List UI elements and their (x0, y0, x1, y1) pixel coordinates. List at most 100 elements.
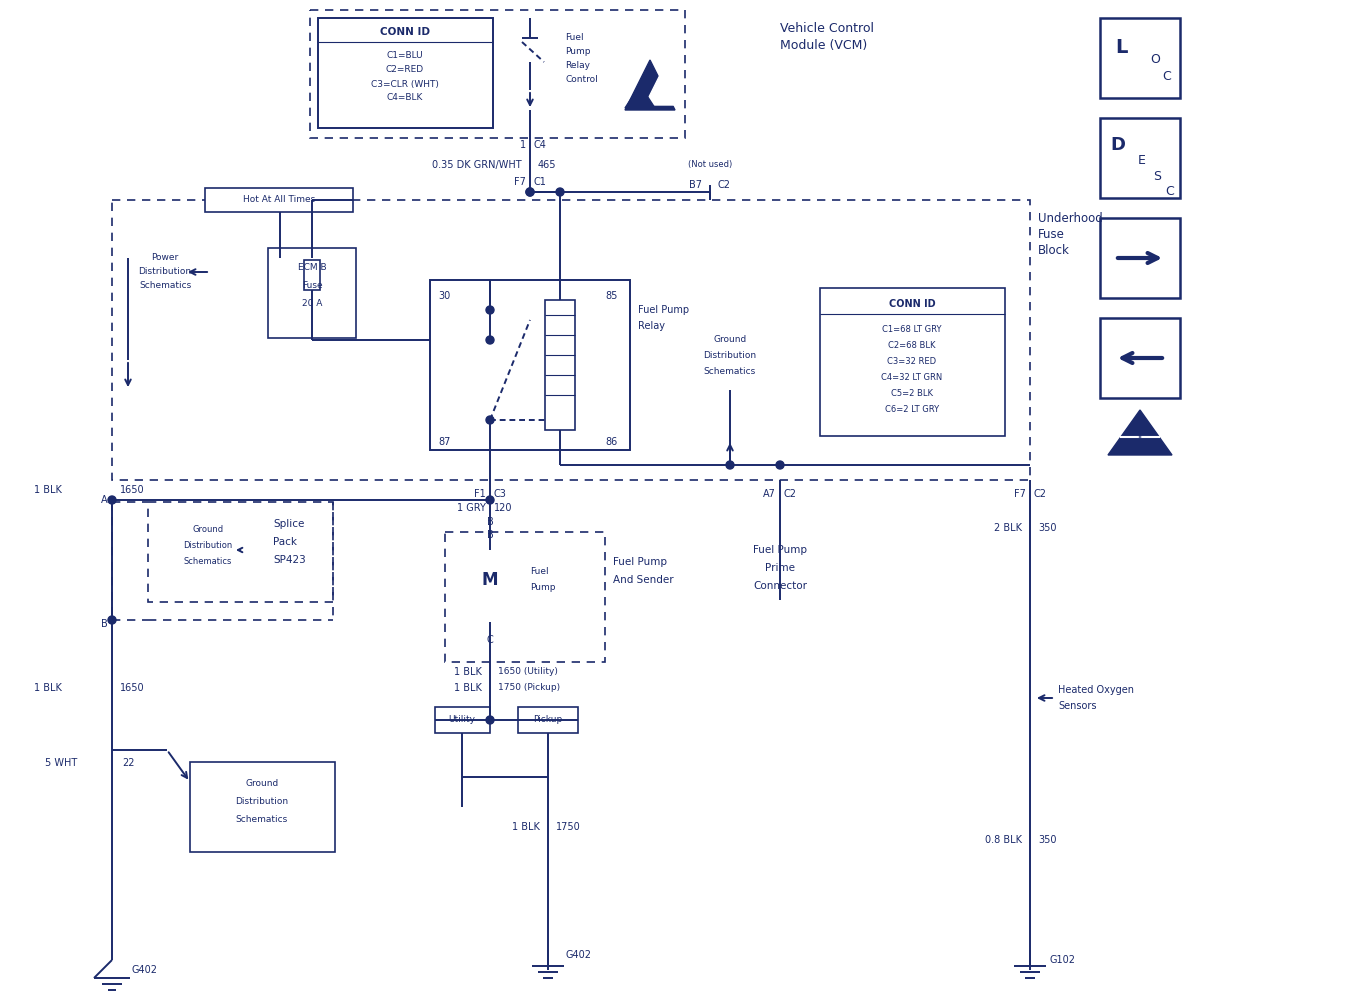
Circle shape (486, 306, 494, 314)
Text: A7: A7 (763, 489, 777, 499)
Text: C5=2 BLK: C5=2 BLK (891, 389, 933, 398)
Text: C1: C1 (534, 177, 547, 187)
Text: Distribution: Distribution (184, 541, 233, 550)
Text: C1=BLU: C1=BLU (386, 51, 423, 60)
Text: II: II (1137, 430, 1142, 439)
Bar (205, 188, 354, 212)
Bar (305, 260, 320, 290)
Text: Connector: Connector (753, 581, 806, 591)
Bar (486, 612, 495, 622)
Text: Pump: Pump (530, 584, 555, 593)
Text: 1750: 1750 (556, 822, 581, 832)
Bar (486, 538, 495, 548)
Text: 20 A: 20 A (302, 299, 322, 308)
Text: C1=68 LT GRY: C1=68 LT GRY (883, 326, 941, 335)
Text: 1650 (Utility): 1650 (Utility) (498, 667, 558, 676)
Text: 0.35 DK GRN/WHT: 0.35 DK GRN/WHT (432, 160, 522, 170)
Text: CONN ID: CONN ID (888, 299, 936, 309)
Bar (112, 200, 1030, 480)
Text: (Not used): (Not used) (688, 160, 732, 169)
Circle shape (486, 716, 494, 724)
Text: 22: 22 (122, 758, 135, 768)
Polygon shape (645, 75, 675, 105)
Text: 2 BLK: 2 BLK (994, 523, 1021, 533)
Text: Distribution: Distribution (703, 352, 756, 361)
Text: Pickup: Pickup (533, 716, 563, 725)
Circle shape (107, 496, 116, 504)
Text: 1: 1 (520, 140, 526, 150)
Bar (486, 612, 495, 622)
Text: Fuel Pump: Fuel Pump (613, 557, 666, 566)
Text: S: S (1153, 170, 1161, 183)
Text: C2: C2 (783, 489, 797, 499)
Polygon shape (1108, 410, 1172, 455)
Text: Pack: Pack (273, 537, 296, 547)
Text: 85: 85 (605, 291, 617, 301)
Text: OBD II: OBD II (1130, 447, 1151, 452)
Text: ECM B: ECM B (298, 263, 326, 272)
Circle shape (726, 461, 734, 469)
Text: C4: C4 (534, 140, 547, 150)
Text: 1 GRY: 1 GRY (457, 503, 486, 513)
Text: B7: B7 (690, 180, 702, 190)
Text: Fuel Pump: Fuel Pump (753, 545, 806, 555)
Bar (318, 18, 492, 128)
Text: Ground: Ground (714, 336, 747, 345)
Bar (190, 762, 335, 852)
Text: C: C (487, 635, 494, 645)
Text: 1 BLK: 1 BLK (34, 485, 63, 495)
Circle shape (107, 616, 116, 624)
Text: F1: F1 (475, 489, 486, 499)
Text: G102: G102 (1050, 955, 1076, 965)
Text: Sensors: Sensors (1058, 701, 1096, 711)
Text: C4=BLK: C4=BLK (386, 94, 423, 103)
Text: C: C (1161, 70, 1171, 83)
Text: 350: 350 (1038, 835, 1057, 845)
Text: Schematics: Schematics (139, 281, 192, 290)
Text: F7: F7 (514, 177, 526, 187)
Polygon shape (626, 60, 675, 110)
Text: Heated Oxygen: Heated Oxygen (1058, 685, 1134, 695)
Text: 1 BLK: 1 BLK (34, 683, 63, 694)
Text: Relay: Relay (564, 61, 590, 71)
Text: D: D (1110, 136, 1125, 154)
Text: 1 BLK: 1 BLK (513, 822, 540, 832)
Bar (820, 288, 1005, 436)
Text: Vehicle Control: Vehicle Control (781, 21, 874, 34)
Text: Fuel: Fuel (564, 33, 583, 42)
Text: Schematics: Schematics (184, 557, 233, 566)
Bar (310, 10, 685, 138)
Circle shape (486, 416, 494, 424)
Text: Schematics: Schematics (704, 368, 756, 377)
Text: B: B (487, 530, 494, 540)
Text: C3=CLR (WHT): C3=CLR (WHT) (371, 80, 439, 89)
Text: C2=RED: C2=RED (386, 66, 424, 75)
Circle shape (556, 188, 564, 196)
Text: 30: 30 (438, 291, 450, 301)
Circle shape (777, 461, 783, 469)
Text: C2: C2 (1034, 489, 1047, 499)
Text: 1650: 1650 (120, 683, 144, 694)
Text: Hot At All Times: Hot At All Times (243, 196, 316, 205)
Text: Distribution: Distribution (139, 267, 192, 276)
Text: 1650: 1650 (120, 485, 144, 495)
Text: 86: 86 (605, 437, 617, 447)
Bar (486, 538, 495, 548)
Text: SP423: SP423 (273, 555, 306, 565)
Bar (430, 280, 630, 450)
Text: Schematics: Schematics (235, 815, 288, 825)
Text: G402: G402 (566, 950, 592, 960)
Text: M: M (481, 571, 498, 589)
Bar (518, 707, 578, 733)
Text: Fuse: Fuse (302, 281, 322, 290)
Text: Fuel: Fuel (530, 568, 548, 577)
Text: Block: Block (1038, 244, 1070, 256)
Text: Relay: Relay (638, 321, 665, 331)
Bar (545, 300, 575, 430)
Text: And Sender: And Sender (613, 575, 673, 585)
Text: Distribution: Distribution (235, 797, 288, 806)
Text: Power: Power (151, 253, 178, 262)
Bar (435, 707, 490, 733)
Text: 87: 87 (438, 437, 450, 447)
Text: C3=32 RED: C3=32 RED (888, 358, 937, 367)
